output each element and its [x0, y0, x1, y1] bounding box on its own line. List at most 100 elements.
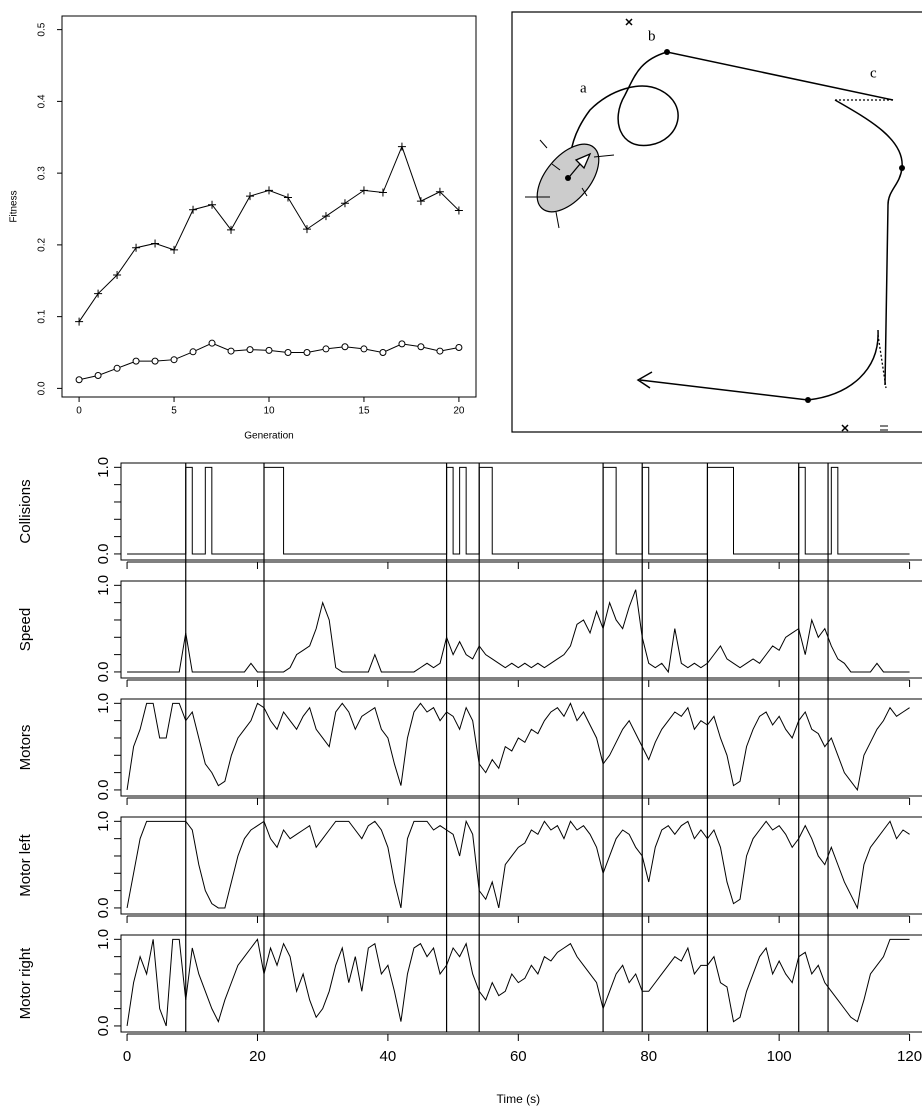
point: [436, 347, 444, 355]
panel-box: [120, 698, 922, 797]
point: [805, 397, 811, 403]
point: [322, 345, 330, 353]
series-line: [127, 589, 910, 674]
cross-marker: [625, 18, 849, 432]
x-tick-label: 40: [380, 1048, 397, 1065]
y-tick-label: 1.0: [95, 929, 112, 950]
point: [189, 205, 198, 214]
point: [189, 348, 197, 356]
x-tick-label: 100: [767, 1048, 792, 1065]
point: [208, 200, 217, 209]
point: [151, 239, 160, 248]
point: [113, 364, 121, 372]
trajectory-dots: [565, 49, 905, 403]
y-axis-label: Fitness: [9, 190, 20, 222]
x-tick-label: 10: [263, 406, 275, 417]
robot-heading: [569, 152, 592, 177]
series-line: [126, 702, 910, 792]
trajectory-panel: [511, 11, 922, 433]
point: [302, 225, 311, 234]
point: [435, 187, 444, 196]
annotation: b: [648, 28, 656, 44]
y-axis-label: Motors: [17, 725, 34, 771]
y-tick-label: 0.4: [37, 94, 48, 108]
y-axis-label: Motor right: [17, 947, 34, 1020]
y-tick-label: 0.0: [95, 544, 112, 565]
point: [899, 165, 905, 171]
y-tick-label: 0.0: [95, 898, 112, 919]
y-tick-label: 0.1: [37, 309, 48, 323]
point: [417, 343, 425, 351]
arrow-head: [636, 371, 653, 389]
point: [284, 349, 292, 357]
point: [94, 289, 103, 298]
x-tick-label: 5: [171, 406, 177, 417]
point: [265, 186, 273, 195]
trajectory-box: [511, 11, 922, 433]
y-axis-label: Collisions: [17, 479, 34, 543]
y-tick-label: 0.0: [95, 1016, 112, 1037]
x-tick-label: 120: [897, 1048, 922, 1065]
y-tick-label: 0.2: [37, 238, 48, 252]
point: [265, 346, 273, 354]
point: [132, 357, 140, 365]
y-tick-label: 1.0: [95, 811, 112, 832]
small-mark: [880, 425, 888, 431]
plot-box: [61, 15, 477, 398]
panel-box: [120, 934, 922, 1033]
y-tick-label: 1.0: [95, 575, 112, 596]
y-tick-label: 0.5: [37, 22, 48, 36]
y-tick-label: 0.3: [37, 166, 48, 180]
point: [321, 212, 330, 221]
x-tick-label: 60: [510, 1048, 527, 1065]
y-tick-label: 1.0: [95, 693, 112, 714]
point: [416, 197, 425, 206]
y-tick-label: 0.0: [95, 780, 112, 801]
point: [170, 245, 179, 254]
x-axis-label: Time (s): [497, 1092, 541, 1106]
x-tick-label: 0: [76, 406, 82, 417]
series-line: [127, 466, 910, 555]
series-line: [126, 938, 910, 1027]
x-tick-label: 0: [123, 1048, 131, 1065]
x-tick-label: 15: [358, 406, 370, 417]
point: [341, 343, 349, 351]
point: [94, 371, 102, 379]
series-line: [126, 819, 910, 910]
point: [246, 346, 254, 354]
y-axis-label: Motor left: [17, 833, 34, 896]
point: [246, 192, 255, 201]
x-tick-label: 80: [640, 1048, 657, 1065]
panel-box: [120, 580, 922, 679]
annotation: c: [870, 65, 877, 81]
point: [565, 175, 571, 181]
point: [360, 345, 368, 353]
robot-sensors: [525, 139, 615, 229]
annotation: a: [580, 80, 587, 96]
trajectory-dashed: [877, 334, 887, 389]
x-axis-label: Generation: [244, 431, 293, 442]
point: [303, 349, 311, 357]
x-tick-label: 20: [453, 406, 465, 417]
trajectory-path: [639, 329, 879, 401]
point: [455, 343, 463, 351]
point: [113, 271, 122, 280]
trajectory-path: [568, 51, 894, 177]
point: [170, 356, 178, 364]
point: [664, 49, 670, 55]
point: [283, 193, 292, 202]
y-axis-label: Speed: [17, 608, 34, 651]
point: [379, 349, 387, 357]
point: [454, 206, 463, 215]
point: [151, 357, 159, 365]
x-tick-label: 20: [249, 1048, 266, 1065]
point: [340, 199, 349, 208]
point: [227, 225, 236, 234]
series-line: [78, 145, 460, 322]
y-tick-label: 0.0: [37, 381, 48, 395]
panel-box: [120, 816, 922, 915]
point: [398, 340, 406, 348]
y-tick-label: 0.0: [95, 662, 112, 683]
point: [378, 188, 387, 197]
